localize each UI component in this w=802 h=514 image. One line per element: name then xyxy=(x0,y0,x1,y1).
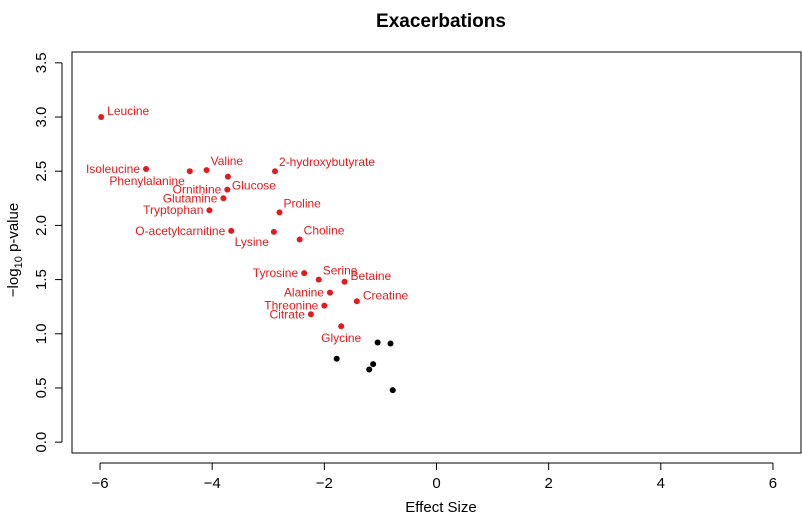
data-points xyxy=(98,114,396,394)
x-axis: −6 −4 −2 0 2 4 6 xyxy=(91,462,777,492)
nonsignificant-point xyxy=(387,340,394,347)
y-tick-label: 0.5 xyxy=(33,378,50,399)
significant-point xyxy=(228,227,235,234)
nonsignificant-point xyxy=(366,366,373,373)
y-tick-label: 0.0 xyxy=(33,432,50,453)
significant-point xyxy=(224,186,231,193)
x-tick-label: 4 xyxy=(657,475,665,492)
nonsignificant-point xyxy=(389,387,396,394)
x-tick-label: 6 xyxy=(769,475,777,492)
significant-point xyxy=(276,209,283,216)
point-label: Tyrosine xyxy=(253,266,299,280)
significant-point xyxy=(224,173,231,180)
significant-point xyxy=(326,289,333,296)
significant-point xyxy=(307,311,314,318)
y-axis: 0.0 0.5 1.0 1.5 2.0 2.5 3.0 3.5 xyxy=(33,52,63,453)
point-label: Alanine xyxy=(284,286,324,300)
point-label: Glucose xyxy=(232,179,276,193)
plot-frame xyxy=(71,51,802,454)
x-tick-label: 2 xyxy=(544,475,552,492)
y-axis-label-subscript: 10 xyxy=(13,256,25,268)
x-axis-label: Effect Size xyxy=(405,499,476,514)
significant-point xyxy=(220,195,227,202)
nonsignificant-point xyxy=(370,361,377,368)
significant-point xyxy=(143,166,150,173)
y-tick-label: 2.5 xyxy=(33,161,50,182)
significant-point xyxy=(203,167,210,174)
x-tick-label: 0 xyxy=(432,475,440,492)
significant-point xyxy=(98,114,105,121)
significant-point xyxy=(206,207,213,214)
significant-point xyxy=(296,236,303,243)
y-tick-label: 3.0 xyxy=(33,107,50,128)
chart-title: Exacerbations xyxy=(376,11,506,32)
y-tick-label: 1.5 xyxy=(33,269,50,290)
point-label: Creatine xyxy=(363,288,409,302)
y-axis-label-rest: p-value xyxy=(5,203,22,256)
significant-point xyxy=(353,298,360,305)
point-label: Proline xyxy=(283,196,321,210)
y-tick-label: 2.0 xyxy=(33,215,50,236)
x-tick-label: −4 xyxy=(204,475,221,492)
point-label: Valine xyxy=(211,154,244,168)
significant-point xyxy=(301,270,308,277)
y-axis-label-main: −log xyxy=(5,268,22,297)
point-label: 2-hydroxybutyrate xyxy=(279,155,375,169)
point-label: Phenylalanine xyxy=(109,174,185,188)
nonsignificant-point xyxy=(374,339,381,346)
significant-point xyxy=(315,276,322,283)
point-label: Choline xyxy=(304,223,345,237)
point-label: Serine xyxy=(323,264,358,278)
y-tick-label: 1.0 xyxy=(33,323,50,344)
point-label: Betaine xyxy=(351,269,392,283)
x-tick-label: −2 xyxy=(316,475,333,492)
point-label: Threonine xyxy=(264,299,318,313)
significant-point xyxy=(341,278,348,285)
point-label: O-acetylcarnitine xyxy=(135,224,225,238)
x-tick-label: −6 xyxy=(91,475,108,492)
y-tick-label: 3.5 xyxy=(33,52,50,73)
significant-point xyxy=(186,168,193,175)
point-label: Lysine xyxy=(235,235,270,249)
y-axis-label: −log10 p-value xyxy=(5,203,25,297)
point-label: Tryptophan xyxy=(143,203,203,217)
point-label: Glycine xyxy=(321,331,361,345)
point-label: Isoleucine xyxy=(86,162,140,176)
nonsignificant-point xyxy=(333,355,340,362)
point-label: Ornithine xyxy=(173,183,222,197)
significant-point xyxy=(271,168,278,175)
significant-point xyxy=(270,228,277,235)
significant-point xyxy=(338,323,345,330)
point-label: Glutamine xyxy=(163,191,218,205)
point-label: Citrate xyxy=(270,307,306,321)
point-label: Leucine xyxy=(107,104,149,118)
significant-point xyxy=(321,302,328,309)
